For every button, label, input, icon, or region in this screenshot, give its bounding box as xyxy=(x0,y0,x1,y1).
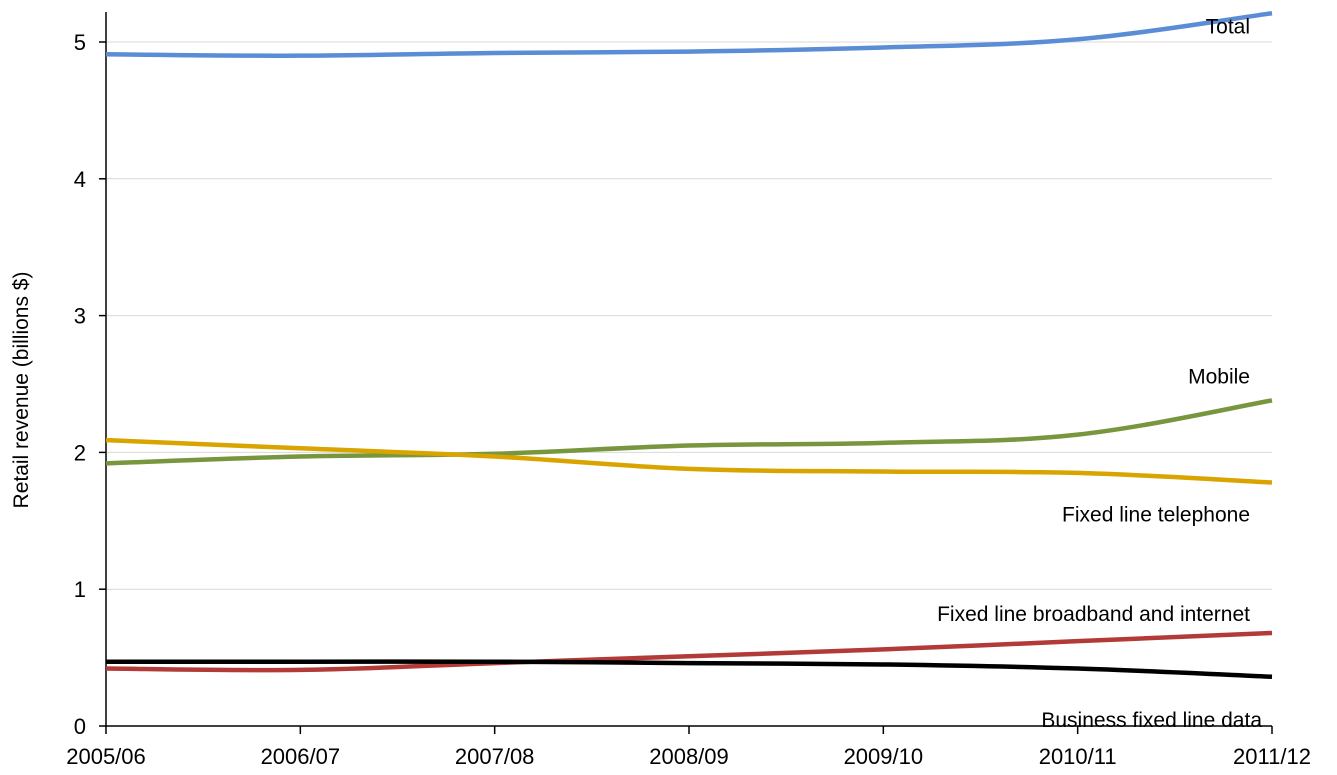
series-line-business-fixed-line-data xyxy=(106,659,1273,679)
x-tick-label-2007/08: 2007/08 xyxy=(455,744,535,769)
series-label-total: Total xyxy=(1206,15,1250,38)
series-lines xyxy=(105,11,1273,679)
gridlines xyxy=(106,41,1272,590)
series-line-fixed-line-broadband-and-internet xyxy=(105,630,1273,673)
x-tick-label-2005/06: 2005/06 xyxy=(66,744,146,769)
y-tick-label-1: 1 xyxy=(74,577,86,602)
x-tick-label-2010/11: 2010/11 xyxy=(1039,744,1117,769)
y-tick-label-0: 0 xyxy=(74,714,86,739)
y-tick-label-5: 5 xyxy=(74,30,86,55)
y-tick-label-2: 2 xyxy=(74,440,86,465)
series-line-fixed-line-telephone xyxy=(105,437,1273,485)
y-tick-label-4: 4 xyxy=(74,167,86,192)
y-tick-label-3: 3 xyxy=(74,304,86,329)
series-line-total xyxy=(105,11,1273,58)
x-tick-label-2008/09: 2008/09 xyxy=(649,744,729,769)
y-axis-title: Retail revenue (billions $) xyxy=(10,272,33,509)
axes: 0 1 2 3 4 5 2005/06 2006/07 2007/08 2008/09 2009/1… xyxy=(66,12,1311,769)
series-label-fixed-line-telephone: Fixed line telephone xyxy=(1062,503,1250,526)
series-line-mobile xyxy=(105,398,1273,466)
x-tick-label-2011/12: 2011/12 xyxy=(1233,744,1311,769)
x-tick-label-2006/07: 2006/07 xyxy=(261,744,341,769)
series-label-mobile: Mobile xyxy=(1188,365,1250,388)
series-label-business-fixed-line-data: Business fixed line data xyxy=(1041,709,1262,732)
series-labels: Total Mobile Fixed line telephone Fixed lin… xyxy=(937,15,1262,731)
series-label-fixed-line-broadband-and-internet: Fixed line broadband and internet xyxy=(937,603,1250,626)
x-tick-label-2009/10: 2009/10 xyxy=(844,744,924,769)
